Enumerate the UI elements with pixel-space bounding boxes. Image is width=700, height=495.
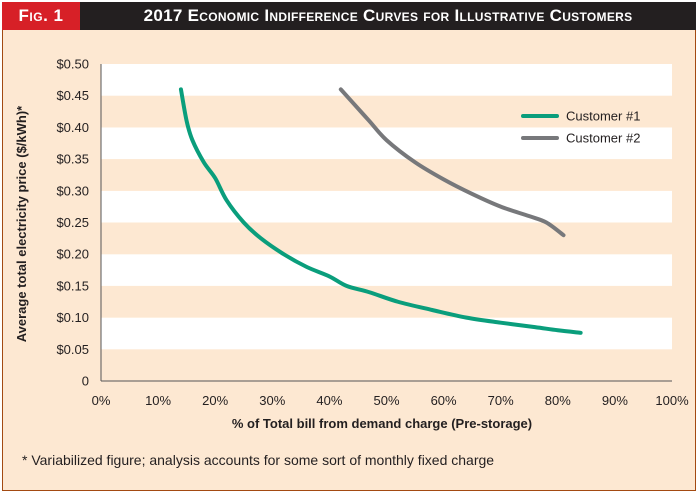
plot-band <box>101 254 672 286</box>
y-tick-label: $0.30 <box>56 183 89 198</box>
y-tick-label: $0.10 <box>56 310 89 325</box>
y-tick-label: $0.40 <box>56 120 89 135</box>
x-tick-label: 0% <box>92 393 111 408</box>
series-line-customer-2 <box>338 87 566 238</box>
plot-band <box>101 317 672 350</box>
axes <box>100 64 672 382</box>
plot-band <box>101 349 672 381</box>
y-tick-label: $0.20 <box>56 247 89 262</box>
x-axis-label: % of Total bill from demand charge (Pre-… <box>232 416 532 431</box>
x-tick-label: 30% <box>259 393 285 408</box>
figure-header <box>2 2 696 30</box>
x-tick-label: 60% <box>431 393 457 408</box>
x-tick-label: 50% <box>373 393 399 408</box>
legend-label: Customer #2 <box>566 131 640 146</box>
plot-band <box>101 222 672 255</box>
y-tick-label: $0.50 <box>56 57 89 72</box>
plot-band <box>101 285 672 318</box>
x-tick-labels: 0% 10% 20% 30% 40% 50% 60% 70% 80% 90% 100% <box>92 393 689 408</box>
plot-band <box>101 127 672 160</box>
legend: Customer #1 Customer #2 <box>521 109 640 146</box>
y-tick-label: $0.15 <box>56 278 89 293</box>
footnote: * Variabilized figure; analysis accounts… <box>22 452 495 468</box>
x-tick-label: 90% <box>602 393 628 408</box>
y-tick-label: $0.05 <box>56 342 89 357</box>
plot-band <box>101 159 672 191</box>
plot-band <box>101 95 672 128</box>
y-tick-label: $0.25 <box>56 215 89 230</box>
legend-label: Customer #1 <box>566 109 640 124</box>
x-tick-label: 40% <box>316 393 342 408</box>
x-tick-label: 10% <box>145 393 171 408</box>
plot-band <box>101 190 672 223</box>
y-tick-label: $0.45 <box>56 88 89 103</box>
x-tick-label: 70% <box>488 393 514 408</box>
y-tick-label: $0.35 <box>56 152 89 167</box>
plot-bands <box>101 64 672 381</box>
y-tick-label: 0 <box>82 374 89 389</box>
x-tick-label: 100% <box>655 393 689 408</box>
figure-label: Fig. 1 <box>2 2 80 30</box>
plot-band <box>101 64 672 96</box>
x-tick-label: 20% <box>202 393 228 408</box>
y-tick-labels: 0 $0.05 $0.10 $0.15 $0.20 $0.25 $0.30 $0.35 $0.4… <box>56 57 89 389</box>
series-lines <box>178 87 583 335</box>
x-tick-label: 80% <box>545 393 571 408</box>
figure-title: 2017 Economic Indifference Curves for Il… <box>143 6 633 25</box>
series-line-customer-1 <box>178 87 583 335</box>
y-axis-label: Average total electricity price ($/kWh)* <box>14 105 29 342</box>
